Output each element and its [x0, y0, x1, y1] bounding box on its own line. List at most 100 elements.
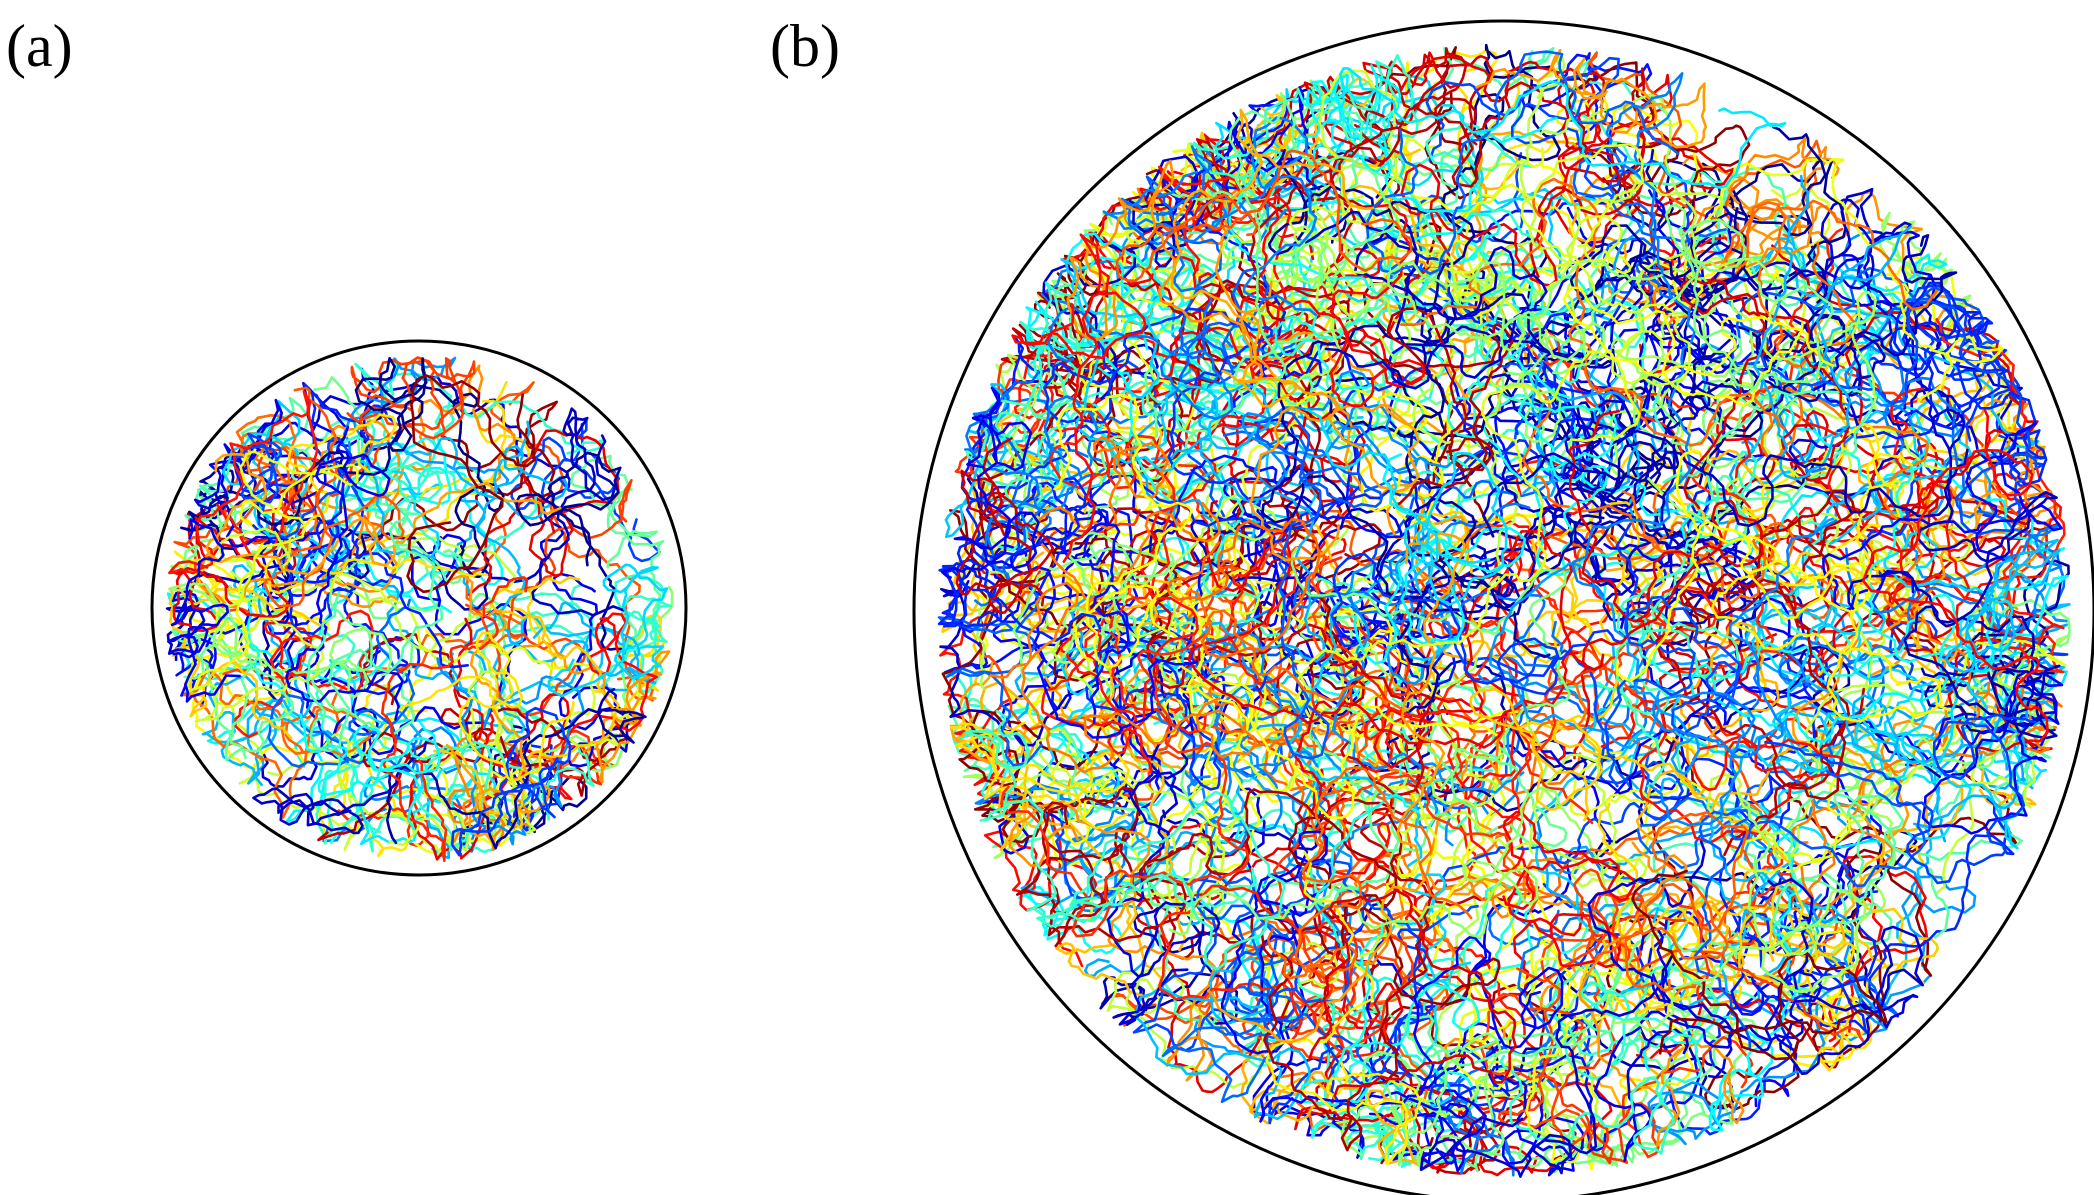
trajectory	[252, 736, 434, 835]
trajectory	[1274, 276, 1570, 399]
trajectory	[467, 429, 620, 596]
trajectory	[1400, 177, 1786, 447]
trajectory	[989, 581, 1257, 774]
trajectory	[406, 374, 536, 594]
trajectory	[173, 516, 269, 673]
trajectory	[1287, 816, 1501, 1006]
trajectory	[476, 420, 657, 685]
trajectory	[1316, 654, 1590, 1014]
trajectory	[1193, 54, 1419, 202]
trajectory	[1520, 142, 1691, 387]
trajectory	[1362, 51, 1736, 208]
trajectory	[1387, 259, 1663, 375]
trajectory	[1284, 551, 1515, 641]
trajectory	[1290, 546, 1571, 791]
trajectory	[1156, 630, 1330, 833]
trajectory	[1606, 189, 1737, 433]
trajectory	[1334, 47, 1494, 148]
trajectory	[1288, 69, 1496, 303]
trajectory	[310, 543, 465, 741]
trajectory	[1725, 400, 1971, 564]
trajectory	[949, 661, 1231, 813]
trajectory	[1106, 771, 1221, 1026]
trajectory	[1386, 307, 1514, 509]
trajectory	[342, 356, 510, 500]
trajectory	[1612, 791, 1867, 1032]
trajectory	[1236, 653, 1470, 931]
trajectory	[1682, 489, 1856, 857]
trajectory	[168, 587, 321, 740]
trajectory	[299, 713, 442, 831]
trajectory	[1607, 290, 1755, 521]
trajectory	[1501, 401, 1701, 569]
trajectory	[965, 390, 1099, 607]
trajectory	[1289, 851, 1561, 1028]
trajectory	[1318, 606, 1572, 1034]
trajectory	[1063, 688, 1261, 873]
panel-label: (a)	[6, 13, 73, 79]
trajectory	[1293, 350, 1641, 665]
trajectory	[1533, 456, 1773, 585]
trajectory	[1166, 517, 1403, 711]
trajectory	[1281, 299, 1454, 691]
trajectory	[1305, 210, 1548, 390]
trajectory	[1305, 408, 1508, 606]
boundary-circle	[150, 339, 688, 877]
trajectory	[1419, 954, 1674, 1178]
trajectory	[949, 721, 1130, 830]
panel-label: (b)	[770, 13, 840, 79]
trajectory	[1543, 901, 1721, 1080]
trajectory	[1011, 233, 1147, 564]
trajectory	[964, 709, 1256, 923]
trajectory	[1090, 563, 1187, 952]
trajectory	[1594, 810, 1750, 992]
trajectory	[1340, 1032, 1505, 1171]
trajectory	[1791, 445, 2053, 842]
trajectory	[1332, 1088, 1487, 1173]
trajectory	[1767, 877, 1924, 1076]
trajectory	[1268, 928, 1434, 1125]
trajectory	[1133, 768, 1336, 1104]
trajectory	[1059, 454, 1420, 650]
trajectory	[1455, 957, 1615, 1165]
trajectory	[1475, 48, 1708, 149]
trajectory	[1604, 595, 1757, 788]
trajectory	[1305, 64, 1558, 213]
trajectory	[313, 375, 443, 620]
trajectory	[1557, 330, 1886, 515]
trajectory	[1693, 769, 1927, 1049]
trajectory	[1012, 531, 1175, 682]
trajectory	[171, 629, 295, 762]
trajectory	[522, 640, 671, 784]
trajectory	[937, 476, 1102, 643]
trajectory	[1220, 225, 1412, 390]
trajectory	[1331, 714, 1526, 885]
trajectory	[1855, 263, 2048, 519]
trajectory	[1190, 495, 1572, 598]
trajectory	[1600, 699, 1845, 845]
trajectories	[165, 356, 674, 863]
trajectory	[1631, 869, 1888, 1061]
trajectory	[940, 386, 1040, 579]
trajectory	[1219, 360, 1472, 524]
trajectories	[937, 43, 2071, 1178]
trajectory	[1760, 781, 1977, 1042]
trajectory	[320, 533, 528, 756]
trajectory	[1310, 1077, 1466, 1168]
trajectory	[1594, 926, 1734, 1162]
trajectory	[394, 738, 595, 853]
trajectory	[1042, 155, 1199, 400]
trajectory	[1530, 210, 1645, 500]
trajectory	[1051, 493, 1277, 701]
trajectory	[1664, 203, 1834, 390]
trajectory	[1753, 174, 1912, 481]
trajectory	[1569, 125, 1827, 302]
trajectory	[1436, 902, 1606, 1127]
trajectory	[1615, 448, 1872, 683]
trajectory	[1703, 449, 2037, 808]
trajectory	[1145, 175, 1296, 385]
trajectory	[1266, 765, 1473, 980]
trajectory	[1883, 317, 2066, 674]
trajectory	[1639, 187, 1912, 412]
boundary-circle	[912, 19, 2094, 1195]
